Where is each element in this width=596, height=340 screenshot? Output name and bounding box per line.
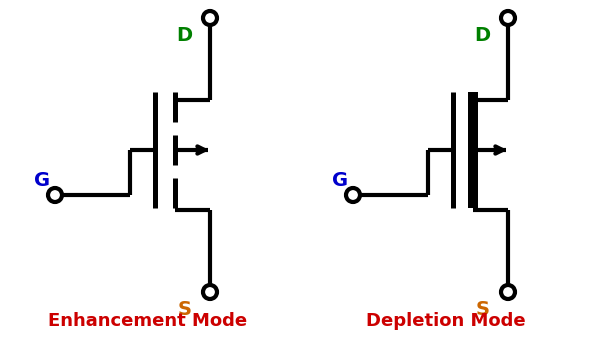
- Text: G: G: [34, 171, 50, 190]
- Text: S: S: [476, 300, 490, 319]
- Text: S: S: [178, 300, 192, 319]
- Text: G: G: [332, 171, 348, 190]
- Text: D: D: [176, 26, 192, 45]
- Text: D: D: [474, 26, 490, 45]
- Text: Depletion Mode: Depletion Mode: [366, 312, 526, 330]
- Text: Enhancement Mode: Enhancement Mode: [48, 312, 247, 330]
